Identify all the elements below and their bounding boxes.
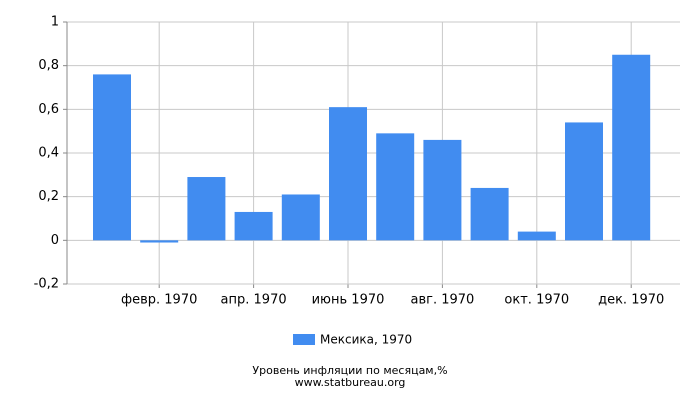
x-tick-label: июнь 1970	[312, 293, 385, 308]
bar	[187, 177, 226, 241]
legend-label: Мексика, 1970	[320, 333, 412, 347]
bar	[423, 139, 462, 241]
bar	[470, 187, 509, 241]
legend-swatch	[293, 334, 315, 345]
bar	[565, 122, 603, 241]
bar	[234, 211, 273, 241]
y-tick-label: -0,2	[34, 277, 59, 292]
bar	[376, 133, 415, 241]
bar	[329, 107, 367, 241]
bar	[140, 240, 179, 243]
x-tick-label: окт. 1970	[504, 293, 569, 308]
x-tick-label: апр. 1970	[221, 293, 287, 308]
chart-title: Уровень инфляции по месяцам,%	[252, 364, 447, 377]
y-tick-label: 0,6	[38, 102, 59, 117]
y-tick-label: 0,8	[38, 58, 59, 73]
y-tick-label: 1	[51, 15, 59, 30]
source: www.statbureau.org	[295, 376, 406, 389]
x-tick-label: февр. 1970	[121, 293, 197, 308]
bar	[612, 54, 651, 241]
bar	[93, 74, 131, 241]
y-tick-label: 0	[51, 233, 59, 248]
x-tick-label: дек. 1970	[598, 293, 664, 308]
bar	[517, 231, 556, 241]
bar	[281, 194, 320, 241]
y-tick-label: 0,2	[38, 189, 59, 204]
y-tick-label: 0,4	[38, 146, 59, 161]
x-tick-label: авг. 1970	[410, 293, 474, 308]
